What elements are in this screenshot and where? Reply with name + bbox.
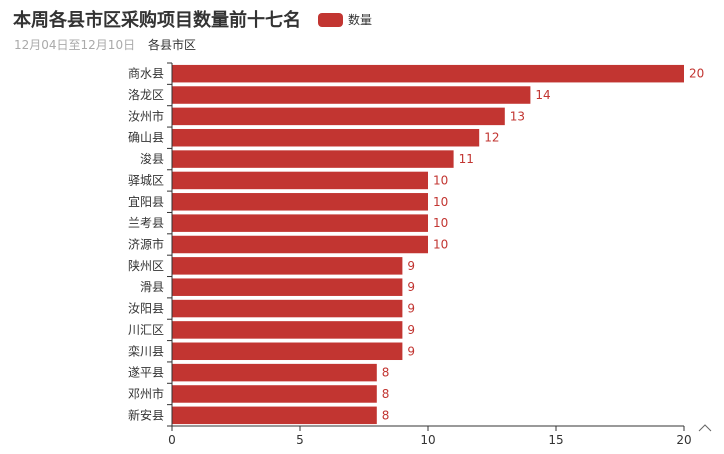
data-label: 10 (433, 238, 448, 252)
data-label: 9 (407, 259, 415, 273)
data-label: 9 (407, 280, 415, 294)
bar[interactable] (172, 107, 505, 126)
legend-label[interactable]: 数量 (348, 13, 373, 27)
data-label: 9 (407, 302, 415, 316)
category-label: 遂平县 (128, 366, 164, 380)
x-tick-label: 20 (676, 433, 691, 447)
data-label: 10 (433, 195, 448, 209)
category-label: 洛龙区 (128, 87, 164, 102)
category-label: 栾川县 (128, 343, 164, 358)
x-tick-label: 10 (420, 433, 435, 447)
category-label: 宜阳县 (128, 194, 164, 209)
data-label: 8 (382, 408, 390, 422)
bar[interactable] (172, 385, 377, 403)
bar[interactable] (172, 128, 480, 147)
x-tick-label: 5 (296, 433, 304, 447)
bar[interactable] (172, 64, 684, 83)
category-label: 汝阳县 (128, 302, 164, 316)
data-label: 8 (382, 387, 390, 401)
y-axis-name: 各县市区 (148, 37, 196, 52)
bar[interactable] (172, 299, 403, 318)
chart-title: 本周各县市区采购项目数量前十七名 (13, 10, 301, 31)
data-label: 9 (407, 323, 415, 337)
data-label: 13 (510, 109, 525, 123)
data-label: 10 (433, 173, 448, 187)
bar[interactable] (172, 235, 428, 254)
data-label: 9 (407, 344, 415, 358)
chart-subtitle: 12月04日至12月10日 (14, 38, 136, 52)
bar[interactable] (172, 278, 403, 296)
bar[interactable] (172, 321, 403, 339)
data-label: 11 (459, 152, 474, 166)
data-label: 10 (433, 216, 448, 230)
category-label: 兰考县 (128, 216, 164, 230)
category-label: 商水县 (128, 66, 164, 81)
data-label: 8 (382, 366, 390, 380)
category-label: 新安县 (128, 407, 164, 422)
category-label: 陕州区 (128, 258, 164, 273)
data-label: 12 (484, 131, 499, 145)
data-label: 14 (535, 88, 550, 102)
bar[interactable] (172, 363, 377, 382)
x-tick-label: 0 (168, 433, 176, 447)
bar[interactable] (172, 214, 428, 232)
bar[interactable] (172, 257, 403, 275)
legend-swatch[interactable] (318, 12, 343, 27)
legend[interactable]: 数量 (318, 11, 372, 28)
expand-arrow-icon[interactable] (698, 424, 712, 432)
category-label: 邓州市 (128, 386, 164, 401)
bars-group: 20 14 13 12 11 10 10 10 10 9 9 9 9 9 8 8 8 (172, 64, 704, 425)
category-label: 汝州市 (128, 108, 164, 123)
bar[interactable] (172, 342, 403, 361)
x-tick-label: 15 (548, 433, 563, 447)
bar[interactable] (172, 193, 428, 211)
bar[interactable] (172, 150, 454, 168)
axes-group: 商水县洛龙区汝州市确山县浚县驿城区宜阳县兰考县济源市陕州区滑县汝阳县川汇区栾川县… (128, 62, 692, 447)
bar[interactable] (172, 406, 377, 425)
category-label: 济源市 (128, 237, 164, 252)
bar[interactable] (172, 171, 428, 190)
category-label: 确山县 (128, 131, 164, 145)
category-label: 川汇区 (128, 323, 164, 337)
data-label: 20 (689, 67, 704, 81)
category-label: 驿城区 (128, 173, 164, 187)
category-label: 浚县 (140, 151, 164, 166)
category-label: 滑县 (140, 280, 164, 294)
bar[interactable] (172, 86, 531, 104)
